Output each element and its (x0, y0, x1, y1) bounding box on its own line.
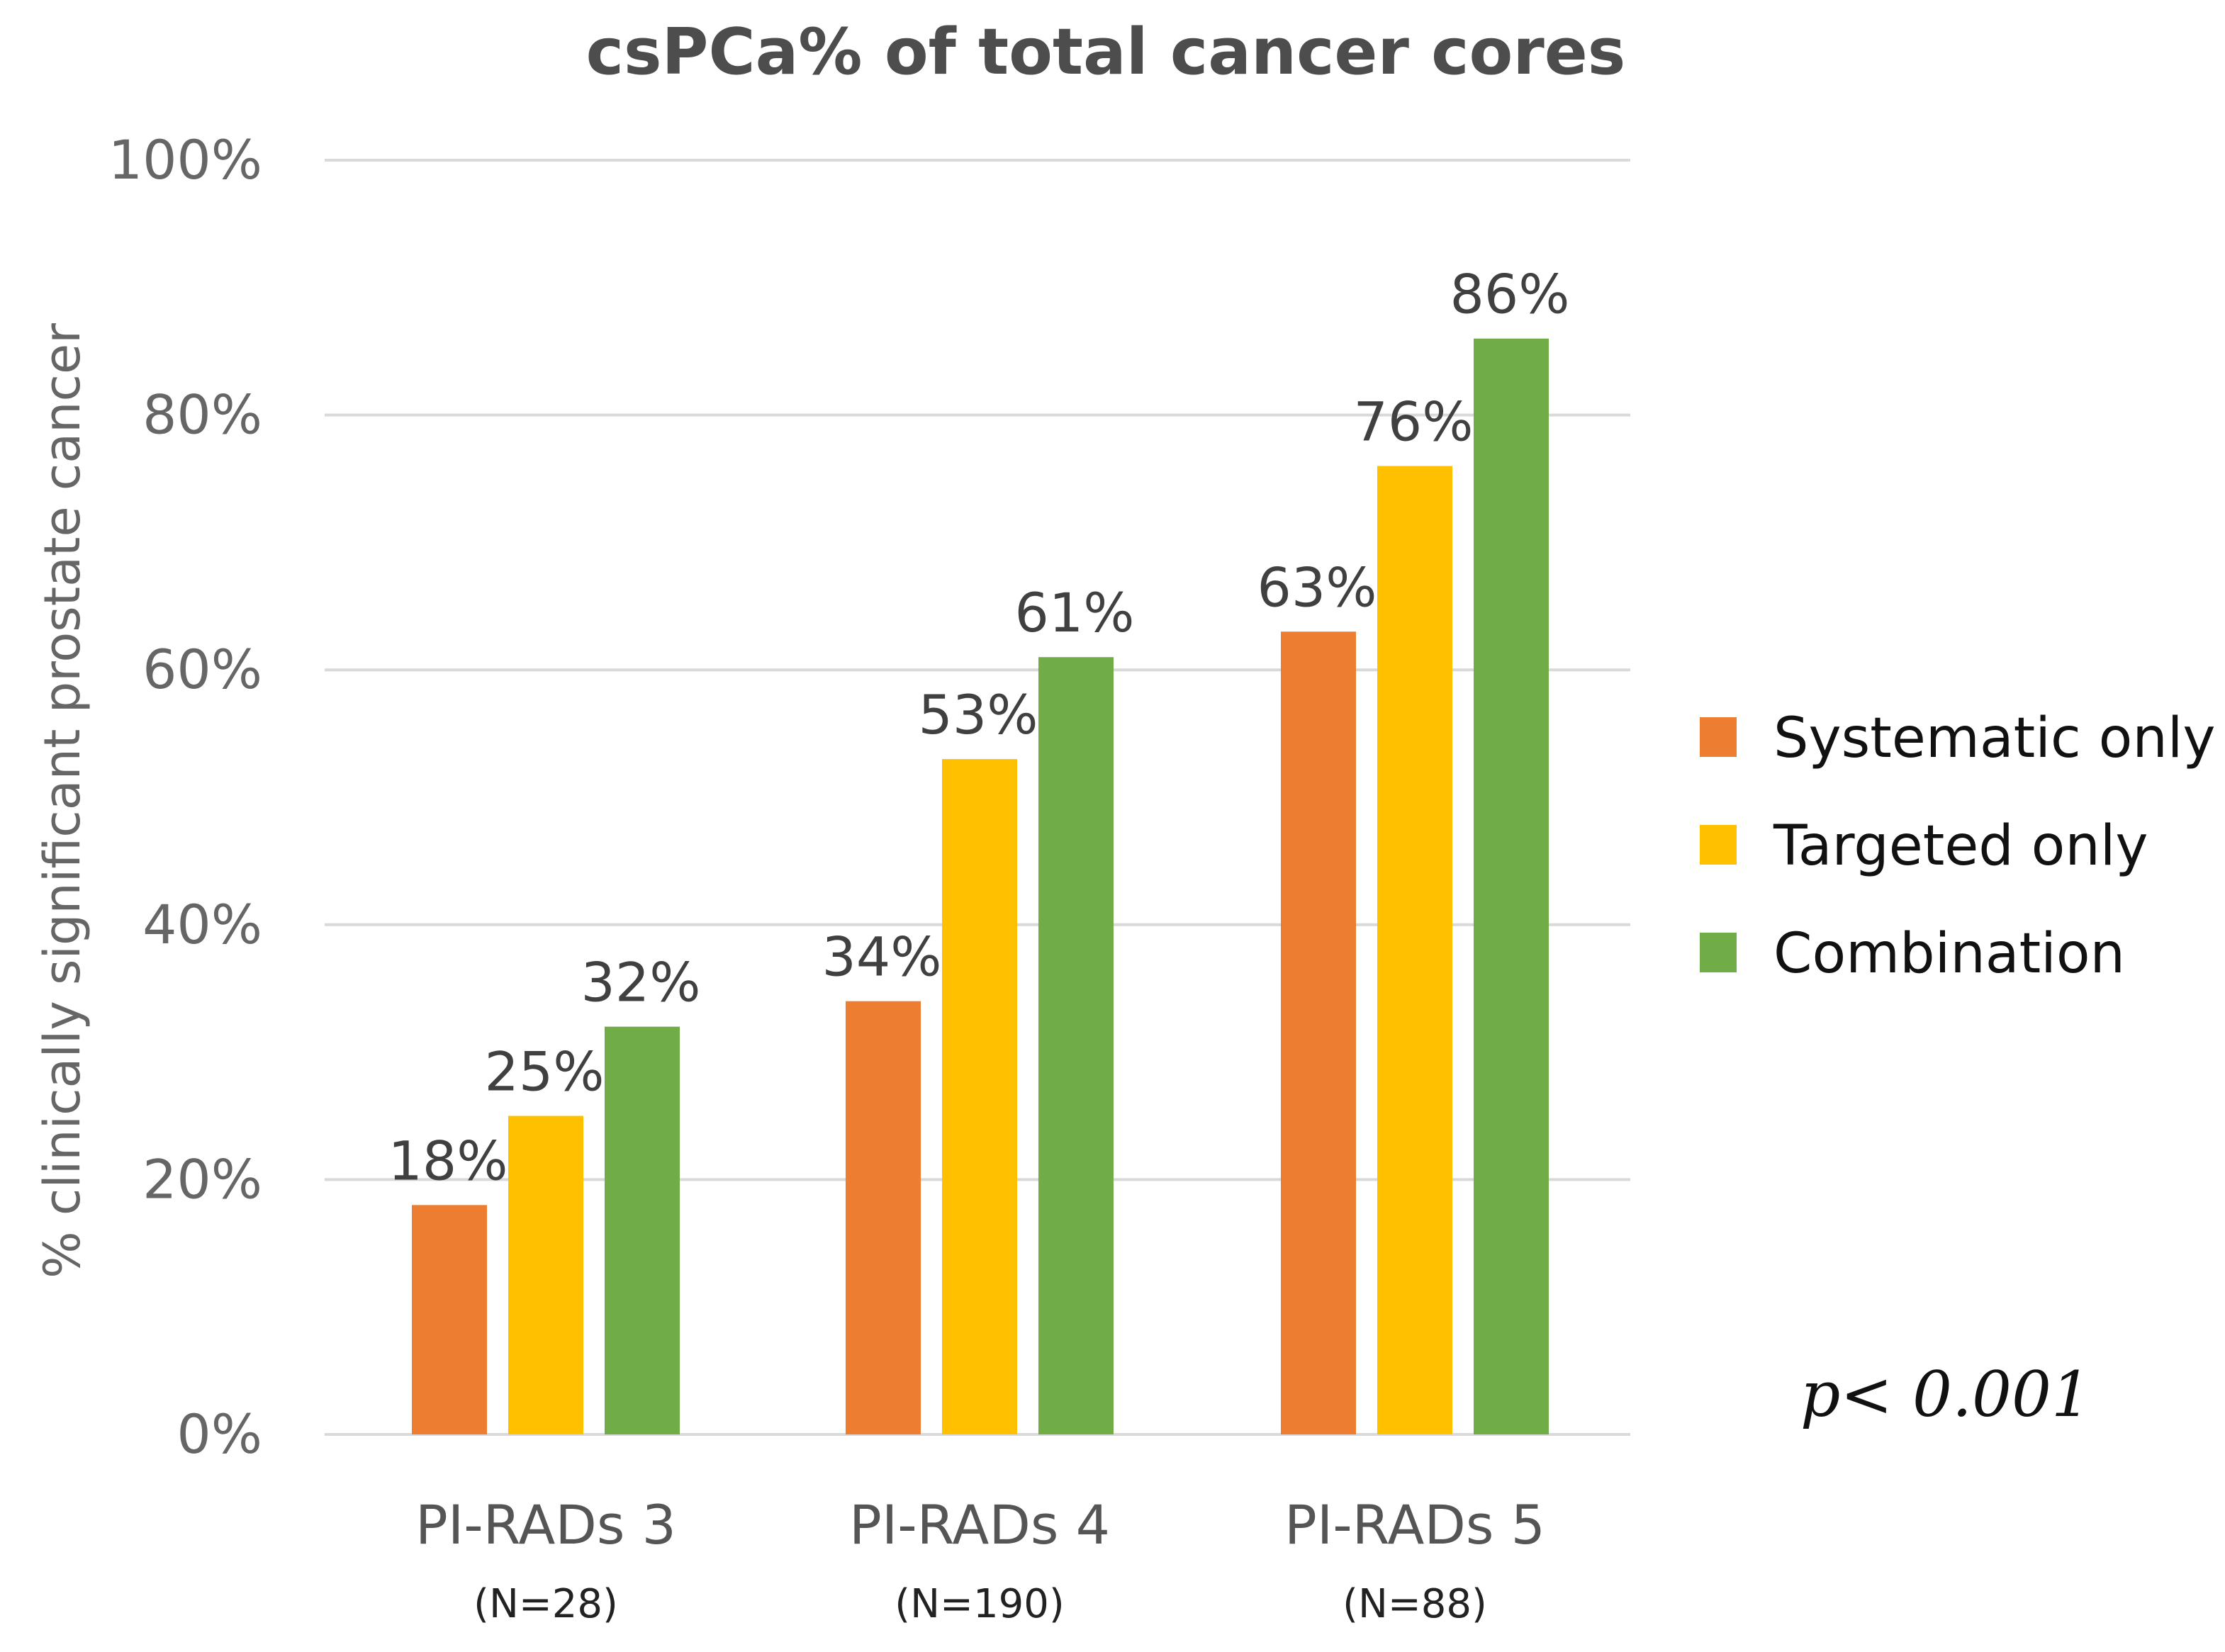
data-label: 32% (581, 951, 701, 1014)
y-tick-label: 80% (142, 383, 262, 446)
legend-label: Combination (1773, 922, 2125, 986)
x-axis-categories: PI-RADs 3 (N=28) PI-RADs 4 (N=190) PI-RADs 5… (415, 1493, 1545, 1627)
chart-title: csPCa% of total cancer cores (586, 15, 1626, 89)
bar (942, 759, 1017, 1434)
p-value-annotation: p< 0.001 (1800, 1358, 2091, 1431)
data-labels: 18% 25% 32% 34% 53% 61% 63% 76% 86% (388, 263, 1570, 1193)
y-tick-label: 40% (142, 893, 262, 956)
data-label: 76% (1354, 390, 1474, 454)
data-label: 61% (1015, 581, 1135, 644)
y-axis-label-text: % clinically significant prostate cancer (33, 323, 91, 1279)
bar (508, 1116, 583, 1434)
x-category-label: PI-RADs 3 (415, 1493, 676, 1556)
legend-label: Targeted only (1773, 814, 2148, 878)
y-tick-label: 60% (142, 638, 262, 701)
data-label: 53% (919, 683, 1038, 746)
bar (846, 1001, 921, 1434)
bar (412, 1205, 487, 1434)
bar (1377, 466, 1452, 1434)
bar (1474, 338, 1549, 1435)
bars (412, 338, 1549, 1435)
legend-label: Systematic only (1773, 707, 2216, 770)
data-label: 18% (388, 1129, 508, 1192)
bar (1281, 631, 1356, 1434)
x-category-label: PI-RADs 5 (1284, 1493, 1545, 1556)
bar (1038, 657, 1114, 1434)
data-label: 63% (1257, 556, 1377, 619)
x-category-sublabel: (N=88) (1343, 1581, 1487, 1627)
data-label: 25% (485, 1040, 605, 1103)
x-category-sublabel: (N=190) (895, 1581, 1064, 1627)
y-axis-label: % clinically significant prostate cancer (33, 323, 91, 1279)
legend-swatch (1700, 933, 1737, 972)
y-axis-ticks: 0% 20% 40% 60% 80% 100% (108, 128, 262, 1466)
y-tick-label: 0% (176, 1403, 262, 1466)
y-tick-label: 100% (108, 128, 262, 191)
data-label: 86% (1450, 263, 1570, 326)
x-category-sublabel: (N=28) (473, 1581, 618, 1627)
x-category-label: PI-RADs 4 (849, 1493, 1110, 1556)
y-tick-label: 20% (142, 1147, 262, 1210)
legend: Systematic only Targeted only Combination (1700, 707, 2216, 986)
legend-swatch (1700, 717, 1737, 757)
legend-swatch (1700, 825, 1737, 865)
bar (605, 1026, 680, 1434)
data-label: 34% (822, 926, 942, 989)
